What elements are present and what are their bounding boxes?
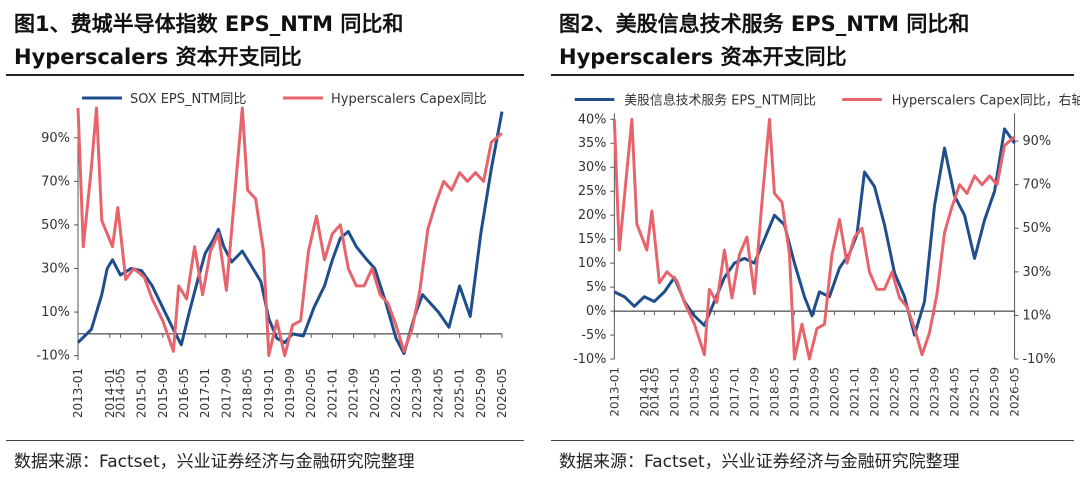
y-tick-label: 30% — [41, 262, 70, 277]
chart-2: -10% -5% 0% 5% 10% 15% 20% 25% 30% 35% 40% -10% 10% 3… — [573, 92, 1080, 417]
legend-label: 美股信息技术服务 EPS_NTM同比 — [624, 92, 816, 108]
y-tick-label: 15% — [578, 232, 607, 247]
figure-2: 图2、美股信息技术服务 EPS_NTM 同比和 Hyperscalers 资本开… — [545, 0, 1080, 479]
y-tick-label: -10% — [573, 352, 606, 367]
y-tick-label: 0% — [586, 304, 606, 319]
right-y-tick-label: 10% — [1022, 308, 1051, 323]
right-y-tick-label: 90% — [1022, 134, 1051, 149]
x-tick-label: 2019-01 — [262, 368, 276, 418]
x-tick-label: 2023-01 — [907, 367, 921, 417]
x-tick-label: 2021-01 — [325, 368, 339, 418]
chart-1: -10% 10% 30% 50% 70% 90% 2013-01 2014-012014-05… — [36, 92, 509, 418]
title-rule — [551, 74, 1074, 76]
y-tick-label: 30% — [578, 160, 607, 175]
x-tick-label: 2017-01 — [727, 367, 741, 417]
x-tick-label: 2015-09 — [687, 367, 701, 417]
x-tick-label: 2015-09 — [156, 368, 170, 418]
x-tick-label: 2017-09 — [747, 367, 761, 417]
x-tick-label: 2026-05 — [1008, 367, 1022, 417]
figure-title: 图1、费城半导体指数 EPS_NTM 同比和 Hyperscalers 资本开支… — [14, 8, 514, 74]
y-tick-label: 25% — [578, 184, 607, 199]
x-tick-label: 2025-09 — [474, 368, 488, 418]
right-y-tick-label: 30% — [1022, 265, 1051, 280]
x-tick-label: 2016-05 — [177, 368, 191, 418]
x-tick-label: 2021-09 — [867, 367, 881, 417]
x-tick-label: 2019-09 — [283, 368, 297, 418]
x-tick-label: 2023-09 — [410, 368, 424, 418]
y-tick-label: 90% — [41, 131, 70, 146]
x-tick-label: 2021-09 — [347, 368, 361, 418]
x-tick-label: 2022-05 — [887, 367, 901, 417]
title-line-1: 图2、美股信息技术服务 EPS_NTM 同比和 — [559, 12, 970, 36]
y-tick-label: -5% — [581, 328, 606, 343]
x-tick-label: 2016-05 — [707, 367, 721, 417]
x-tick-label: 2019-01 — [787, 367, 801, 417]
x-tick-label: 2024-05 — [431, 368, 445, 418]
x-tick-label: 2018-05 — [241, 368, 255, 418]
y-tick-label: 10% — [578, 256, 607, 271]
x-tick-label: 2020-05 — [304, 368, 318, 418]
figure-1: 图1、费城半导体指数 EPS_NTM 同比和 Hyperscalers 资本开支… — [0, 0, 530, 479]
y-tick-label: 50% — [41, 218, 70, 233]
source-rule — [6, 440, 524, 441]
x-tick-label: 2014-05 — [647, 367, 661, 417]
right-y-tick-label: 50% — [1022, 221, 1051, 236]
legend-label: Hyperscalers Capex同比，右轴 — [892, 93, 1080, 108]
legend-label: SOX EPS_NTM同比 — [130, 92, 246, 107]
y-tick-label: 35% — [578, 136, 607, 151]
x-tick-label: 2018-05 — [767, 367, 781, 417]
title-rule — [6, 74, 524, 76]
title-line-2: Hyperscalers 资本开支同比 — [14, 45, 302, 69]
y-tick-label: 10% — [41, 305, 70, 320]
eps-series-line — [613, 127, 1016, 337]
x-tick-label: 2022-05 — [368, 368, 382, 418]
capex-series-line — [76, 106, 503, 358]
source-rule — [551, 440, 1074, 441]
title-line-2: Hyperscalers 资本开支同比 — [559, 45, 847, 69]
x-tick-label: 2023-01 — [389, 368, 403, 418]
x-tick-label: 2014-05 — [113, 368, 127, 418]
x-tick-label: 2025-01 — [968, 367, 982, 417]
legend-label: Hyperscalers Capex同比 — [331, 92, 487, 107]
x-tick-label: 2019-09 — [807, 367, 821, 417]
x-tick-label: 2014-01 — [637, 367, 651, 417]
x-tick-label: 2013-01 — [71, 368, 85, 418]
x-tick-label: 2020-05 — [827, 367, 841, 417]
y-tick-label: 40% — [578, 112, 607, 127]
x-tick-label: 2013-01 — [607, 367, 621, 417]
title-line-1: 图1、费城半导体指数 EPS_NTM 同比和 — [14, 12, 404, 36]
x-tick-label: 2015-01 — [667, 367, 681, 417]
source-note: 数据来源：Factset，兴业证券经济与金融研究院整理 — [559, 452, 960, 472]
x-tick-label: 2024-05 — [947, 367, 961, 417]
x-tick-label: 2025-01 — [453, 368, 467, 418]
x-tick-label: 2021-01 — [847, 367, 861, 417]
y-tick-label: 70% — [41, 174, 70, 189]
y-tick-label: -10% — [36, 349, 70, 364]
x-tick-label: 2017-09 — [219, 368, 233, 418]
right-y-tick-label: 70% — [1022, 178, 1051, 193]
y-tick-label: 20% — [578, 208, 607, 223]
x-tick-label: 2025-09 — [988, 367, 1002, 417]
right-y-tick-label: -10% — [1022, 352, 1055, 367]
source-note: 数据来源：Factset，兴业证券经济与金融研究院整理 — [14, 452, 415, 472]
eps-series-line — [76, 111, 504, 355]
x-tick-label: 2026-05 — [495, 368, 509, 418]
x-tick-label: 2023-09 — [927, 367, 941, 417]
figure-title: 图2、美股信息技术服务 EPS_NTM 同比和 Hyperscalers 资本开… — [559, 8, 1059, 74]
y-tick-label: 5% — [586, 280, 606, 295]
x-tick-label: 2015-01 — [135, 368, 149, 418]
capex-series-line — [612, 117, 1016, 361]
x-tick-label: 2017-01 — [198, 368, 212, 418]
x-tick-label: 2014-01 — [103, 368, 117, 418]
